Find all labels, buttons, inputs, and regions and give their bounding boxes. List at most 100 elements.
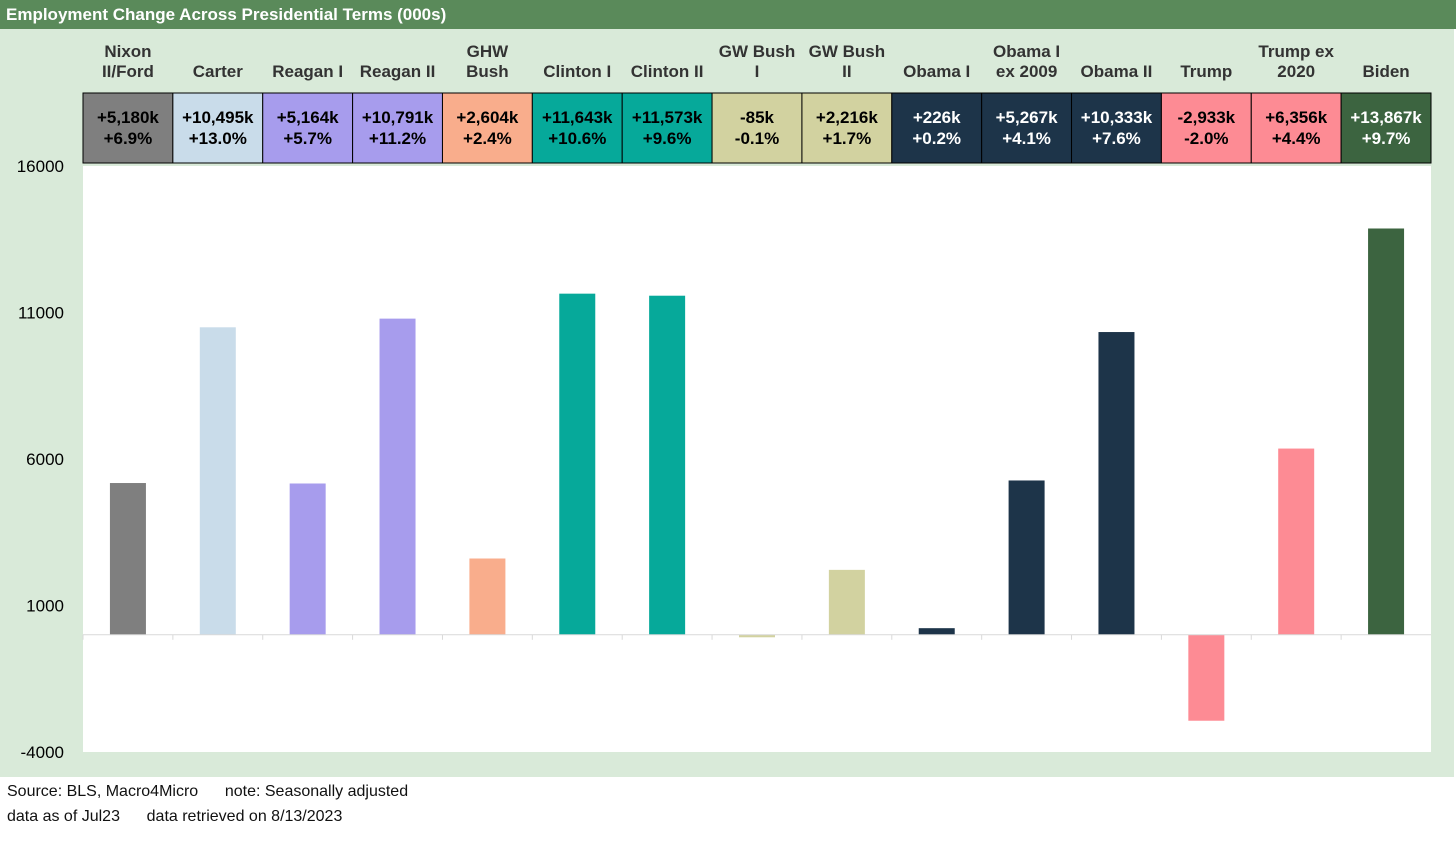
category-label-line: Trump [1180,62,1232,81]
summary-change-label: +10,791k [362,108,434,127]
summary-box [711,92,803,164]
summary-change-label: +13,867k [1350,108,1422,127]
summary-change-label: -85k [740,108,775,127]
summary-box [531,92,623,164]
summary-change-label: +2,216k [816,108,878,127]
summary-change-label: +5,180k [97,108,159,127]
summary-change-label: +6,356k [1265,108,1327,127]
category-label: Biden [1362,62,1409,81]
summary-change-label: +10,495k [182,108,254,127]
summary-pct-label: +13.0% [189,129,247,148]
bar [289,483,326,635]
summary-box [621,92,713,164]
category-label-line: Obama I [903,62,970,81]
category-label-line: Trump ex [1258,42,1334,61]
category-label: GW Bush II [809,42,886,81]
category-label-line: Obama II [1081,62,1153,81]
summary-box [262,92,354,164]
category-label-line: GW Bush [719,42,796,61]
summary-pct-label: +2.4% [463,129,512,148]
category-label-line: Bush [466,62,509,81]
plot-area [83,166,1431,752]
bar [828,569,865,635]
summary-pct-label: -2.0% [1184,129,1228,148]
summary-box [352,92,443,164]
summary-change-label: +5,164k [277,108,339,127]
summary-pct-label: +5.7% [283,129,332,148]
bar [918,628,955,635]
category-label: Trump [1180,62,1232,81]
summary-box [441,92,533,164]
summary-box [801,92,893,164]
y-tick-label: 6000 [26,450,64,469]
bar [559,293,596,635]
summary-pct-label: +11.2% [369,129,426,148]
bar [109,483,146,635]
category-label-line: GHW [467,42,510,61]
category-label-line: Reagan I [272,62,343,81]
chart-frame: 16000 11000 6000 1000 -4000 Nixon II/Ford Cart… [0,29,1454,777]
category-label: GW Bush I [719,42,796,81]
summary-box [172,92,264,164]
summary-pct-label: +7.6% [1092,129,1141,148]
bar [1368,228,1405,635]
summary-change-label: +10,333k [1081,108,1153,127]
y-tick-label: 11000 [18,304,64,323]
summary-pct-label: -0.1% [735,129,779,148]
summary-boxes: +5,180k +6.9% +10,495k +13.0% +5,164k +5.7% +1… [82,92,1432,164]
y-tick-labels: 16000 11000 6000 1000 -4000 [17,157,64,762]
category-label-line: II [842,62,851,81]
category-label: Clinton II [631,62,704,81]
category-label: Reagan I [272,62,343,81]
bar [1188,634,1225,721]
category-label-line: Obama I [993,42,1060,61]
summary-pct-label: +4.1% [1002,129,1051,148]
summary-change-label: +5,267k [996,108,1058,127]
category-label-line: Reagan II [360,62,436,81]
category-label-line: Biden [1362,62,1409,81]
summary-change-label: +11,643k [542,108,613,127]
category-label-line: 2020 [1277,62,1315,81]
category-label: Obama I [903,62,970,81]
category-label: Clinton I [543,62,611,81]
category-label: Carter [193,62,243,81]
bar [199,327,236,635]
summary-change-label: -2,933k [1177,108,1235,127]
summary-box [1250,92,1342,164]
bar [1278,448,1315,635]
summary-pct-label: +4.4% [1272,129,1321,148]
category-label-line: Clinton II [631,62,704,81]
summary-pct-label: +6.9% [104,129,153,148]
footer-data-date: data as of Jul23 data retrieved on 8/13/… [7,808,343,825]
bar [649,295,686,635]
chart-title: Employment Change Across Presidential Te… [0,0,1456,29]
bar [739,634,775,638]
summary-pct-label: +1.7% [823,129,872,148]
y-tick-label: 1000 [26,597,64,616]
summary-box [1071,92,1162,164]
summary-box [981,92,1073,164]
summary-box [1160,92,1252,164]
summary-box [1340,92,1432,164]
category-label-line: Nixon [104,42,151,61]
summary-box [891,92,983,164]
summary-pct-label: +0.2% [912,129,961,148]
category-label-line: Clinton I [543,62,611,81]
bar [1008,480,1045,635]
y-tick-label: 16000 [17,157,64,176]
summary-pct-label: +9.6% [643,129,692,148]
bar [1098,332,1135,635]
category-label-line: GW Bush [809,42,886,61]
category-label-line: I [755,62,760,81]
category-label-line: II/Ford [102,62,154,81]
category-label-line: Carter [193,62,243,81]
summary-box [82,92,174,164]
summary-change-label: +11,573k [632,108,703,127]
bars [82,228,1405,721]
summary-change-label: +2,604k [456,108,518,127]
bar [379,318,416,635]
y-tick-label: -4000 [21,743,64,762]
summary-pct-label: +9.7% [1362,129,1411,148]
summary-pct-label: +10.6% [548,129,606,148]
